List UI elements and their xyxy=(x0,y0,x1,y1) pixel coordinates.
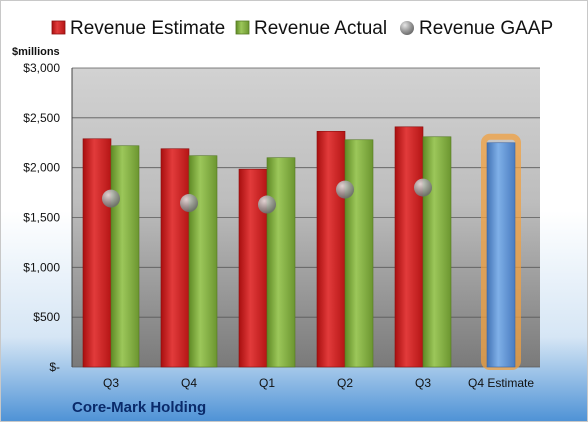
y-tick-label: $500 xyxy=(33,310,60,324)
gridlines xyxy=(71,67,540,368)
bars xyxy=(82,126,521,370)
x-tick-label: Q3 xyxy=(103,376,119,390)
legend-label-revenue-actual: Revenue Actual xyxy=(254,18,387,39)
legend-swatch-revenue-estimate xyxy=(51,20,66,35)
y-tick-label: $3,000 xyxy=(23,61,60,75)
x-tick-label: Q4 Estimate xyxy=(468,376,534,390)
marker-revenue-gaap xyxy=(180,194,198,213)
bar-revenue-estimate xyxy=(82,138,112,368)
marker-revenue-gaap xyxy=(414,178,432,197)
x-tick-label: Q1 xyxy=(259,376,275,390)
y-tick-label: $1,000 xyxy=(23,260,60,274)
bar-revenue-actual xyxy=(110,145,140,368)
x-tick-label: Q3 xyxy=(415,376,431,390)
marker-revenue-gaap xyxy=(102,189,120,208)
y-axis-ticks: $- $500 $1,000 $1,500 $2,000 $2,500 $3,000 xyxy=(23,61,60,374)
bar-revenue-actual xyxy=(266,157,296,368)
y-tick-label: $2,000 xyxy=(23,161,60,175)
y-axis-unit-label: $millions xyxy=(12,46,60,58)
y-tick-label: $2,500 xyxy=(23,111,60,125)
marker-revenue-gaap xyxy=(258,195,276,214)
x-tick-label: Q2 xyxy=(337,376,353,390)
bar-q4-estimate xyxy=(486,142,516,368)
legend-swatch-revenue-actual xyxy=(235,20,250,35)
legend-marker-revenue-gaap xyxy=(400,21,414,35)
gaap-markers xyxy=(102,178,432,214)
x-axis-ticks: Q3 Q4 Q1 Q2 Q3 Q4 Estimate xyxy=(103,376,534,390)
y-tick-label: $1,500 xyxy=(23,211,60,225)
company-name: Core-Mark Holding xyxy=(72,399,206,416)
legend-label-revenue-estimate: Revenue Estimate xyxy=(70,18,225,39)
legend-label-revenue-gaap: Revenue GAAP xyxy=(419,18,553,39)
bar-revenue-actual xyxy=(188,155,218,368)
bar-revenue-estimate xyxy=(160,148,190,368)
bar-revenue-actual xyxy=(422,136,452,368)
bar-revenue-actual xyxy=(344,139,374,368)
legend: Revenue Estimate Revenue Actual Revenue … xyxy=(51,18,553,39)
bar-revenue-estimate xyxy=(394,126,424,368)
marker-revenue-gaap xyxy=(336,180,354,199)
bar-revenue-estimate xyxy=(316,130,346,368)
x-tick-label: Q4 xyxy=(181,376,197,390)
y-tick-label: $- xyxy=(49,360,60,374)
